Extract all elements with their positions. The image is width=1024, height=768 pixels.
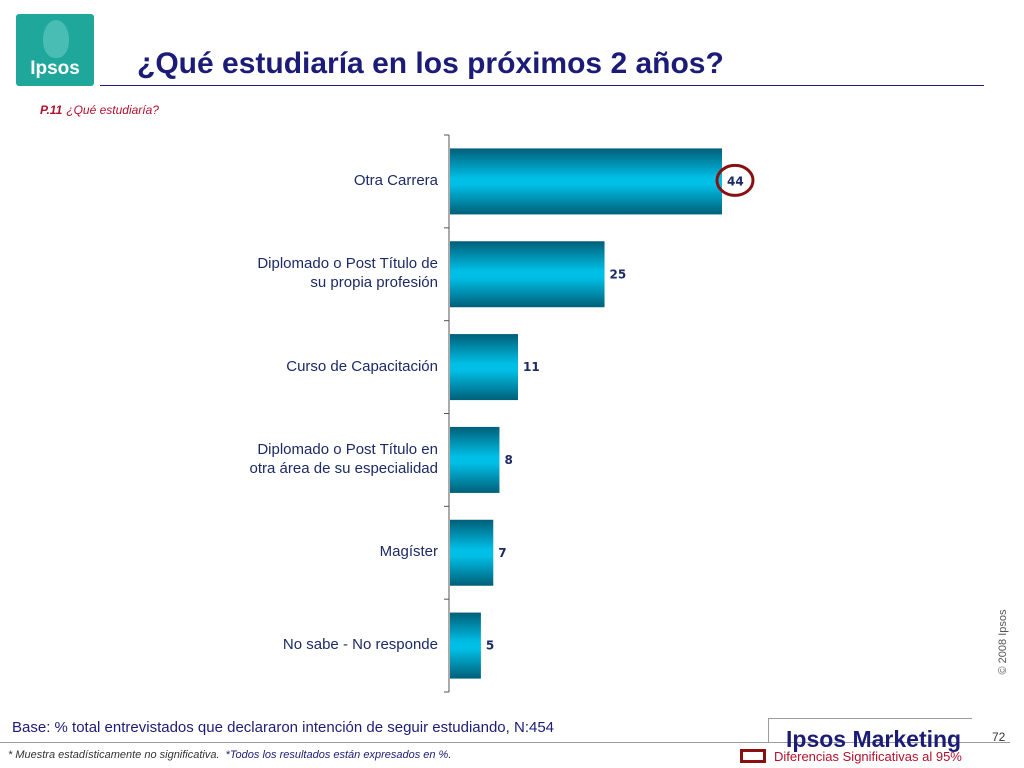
title-underline [100,85,984,86]
category-label: Diplomado o Post Título en otra área de s… [200,440,438,478]
category-label-line: Diplomado o Post Título en [257,440,438,458]
category-label: Magíster [200,542,438,561]
category-label-line: No sabe - No responde [282,636,438,654]
bar [450,426,500,493]
logo-head-silhouette [43,20,69,58]
significance-legend-label: Diferencias Significativas al 95% [774,749,962,764]
data-label: 7 [498,546,506,560]
footnote-sample: * Muestra estadísticamente no significat… [8,749,220,761]
category-label-line: otra área de su especialidad [249,459,438,477]
category-label: Otra Carrera [200,171,438,190]
significance-highlight-circle [715,163,755,197]
bar [450,612,481,679]
question-code: P.11 [40,103,63,117]
question-line: P.11 ¿Qué estudiaría? [40,103,159,117]
brand-name: Ipsos Marketing [786,726,962,752]
data-label: 8 [504,453,512,467]
significance-legend-swatch [740,749,766,763]
ipsos-logo: Ipsos [16,14,94,86]
page-number: 72 [992,730,1006,744]
data-label: 44 [727,174,744,188]
page-title: ¿Qué estudiaría en los próximos 2 años? [137,47,724,80]
category-label-line: Magíster [379,543,438,561]
bar [450,241,605,308]
question-text: ¿Qué estudiaría? [66,103,159,117]
footnotes: * Muestra estadísticamente no significat… [8,749,451,761]
data-label: 11 [523,360,540,374]
data-label: 25 [610,267,627,281]
bar [450,148,722,215]
category-label-line: Diplomado o Post Título de [257,255,438,273]
category-label-line: su propia profesión [310,274,438,292]
bar [450,519,494,586]
category-label: No sabe - No responde [200,635,438,654]
brand-box-top-rule [768,718,972,719]
brand-box-left-rule [768,718,769,742]
logo-text: Ipsos [30,58,80,79]
category-label-line: Otra Carrera [353,171,438,189]
category-label: Curso de Capacitación [200,357,438,376]
footnote-percent: *Todos los resultados están expresados e… [225,749,452,761]
base-note: Base: % total entrevistados que declarar… [12,719,555,736]
category-label-line: Curso de Capacitación [286,357,438,375]
data-label: 5 [486,639,494,653]
bar [450,334,518,401]
footer-divider [0,742,1010,743]
category-label: Diplomado o Post Título de su propia prof… [200,254,438,292]
copyright-note: © 2008 Ipsos [997,609,1009,675]
